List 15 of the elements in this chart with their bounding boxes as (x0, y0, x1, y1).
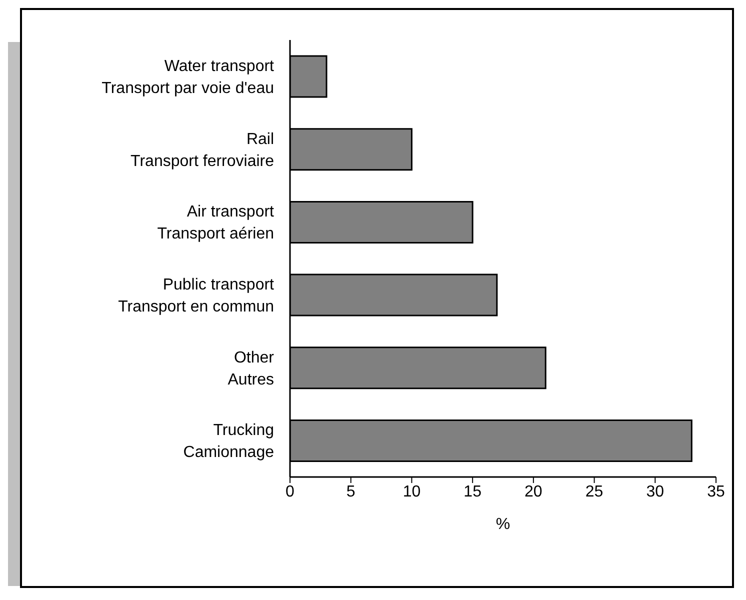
x-tick-label: 10 (402, 483, 421, 500)
y-tick-label: Other Autres (228, 349, 275, 388)
x-tick-label: 5 (346, 483, 356, 500)
x-tick-label: 0 (286, 483, 295, 500)
x-tick-label: 20 (524, 483, 542, 500)
y-tick-label: Air transport Transport aérien (157, 204, 275, 243)
y-tick-label: Trucking Camionnage (183, 422, 274, 462)
x-tick-label: 25 (585, 483, 604, 500)
x-tick-label: 30 (646, 483, 664, 500)
y-tick-label: Public transport Transport en commun (118, 276, 275, 316)
y-tick-label: Water transport Transport par voie d'eau (102, 58, 275, 98)
x-tick-label: 35 (707, 483, 725, 500)
x-tick-label: 15 (464, 483, 482, 500)
y-tick-label: Rail Transport ferroviaire (130, 130, 274, 170)
x-axis-title: % (496, 516, 510, 533)
